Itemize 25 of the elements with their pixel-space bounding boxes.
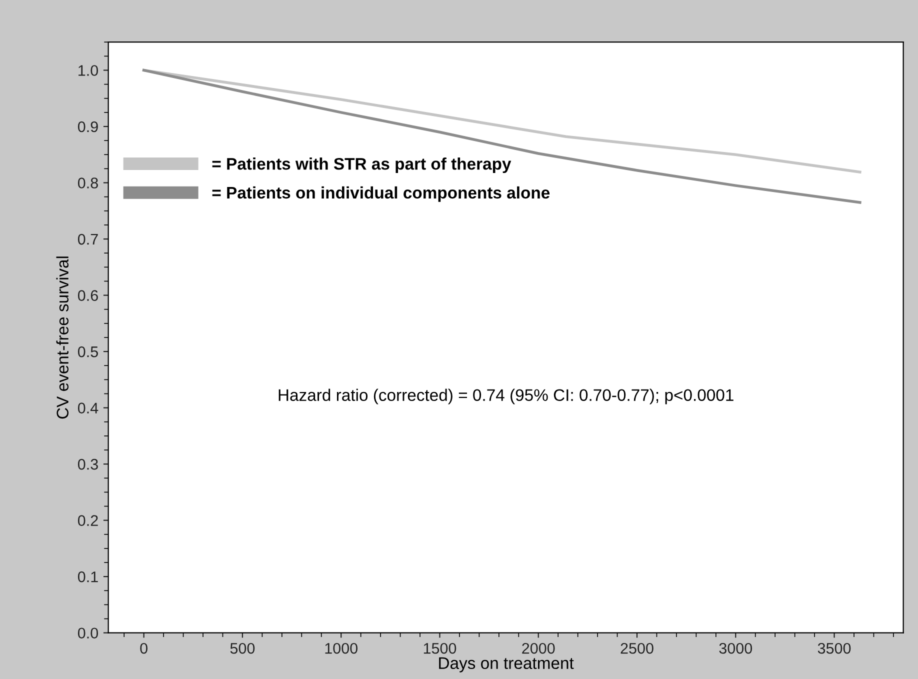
y-tick-label: 0.3	[78, 458, 98, 470]
y-tick-label: 0.0	[78, 628, 98, 639]
x-tick-label: 2000	[522, 642, 555, 654]
y-tick-label: 1.0	[78, 65, 98, 76]
y-tick-label: 0.2	[78, 515, 98, 526]
y-tick-label: 0.8	[78, 178, 98, 188]
x-axis-title: Days on treatment	[439, 657, 574, 672]
y-tick-label: 0.1	[78, 571, 98, 582]
x-tick-label: 0	[140, 642, 148, 654]
x-tick-label: 3000	[719, 642, 752, 654]
legend-label: = Patients on individual components alone	[212, 186, 550, 202]
x-tick-label: 1000	[325, 642, 358, 654]
legend-label: = Patients with STR as part of therapy	[212, 158, 512, 174]
annotation: Hazard ratio (corrected) = 0.74 (95% CI: 0.70-0.77); p<0.0001	[278, 388, 734, 404]
x-tick-label: 500	[230, 642, 255, 654]
line-series	[142, 68, 862, 204]
y-tick-label: 0.9	[78, 121, 98, 132]
x-tick-label: 2500	[620, 642, 654, 654]
x-tick-label: 3500	[818, 642, 851, 654]
y-tick-label: 0.7	[78, 234, 98, 245]
y-tick-label: 0.6	[78, 290, 98, 301]
x-tick-label: 1500	[424, 642, 456, 654]
y-tick-label: 0.4	[78, 402, 98, 414]
y-axis-title: CV event-free survival	[56, 256, 69, 419]
y-tick-label: 0.5	[78, 346, 98, 358]
